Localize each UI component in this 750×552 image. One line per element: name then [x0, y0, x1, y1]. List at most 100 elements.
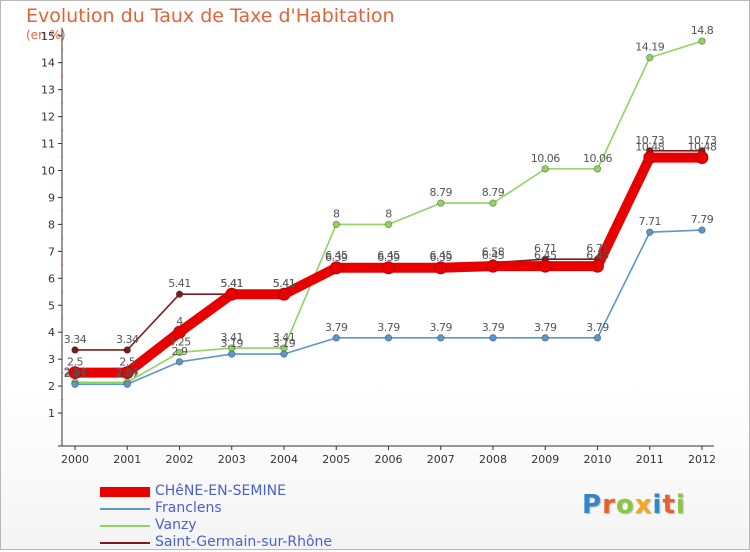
series-ch-ne-en-semine — [68, 151, 709, 380]
y-tick-label: 11 — [41, 138, 55, 151]
data-point — [382, 261, 395, 275]
data-label: 10.73 — [635, 134, 664, 147]
data-label: 3.41 — [273, 331, 296, 344]
x-tick-label: 2010 — [584, 453, 612, 466]
y-tick-label: 2 — [48, 380, 55, 393]
y-minor-tick — [61, 102, 63, 105]
data-point — [332, 220, 340, 229]
x-tick-label: 2003 — [218, 453, 246, 466]
legend-label: Vanzy — [155, 517, 197, 533]
y-minor-tick — [61, 156, 63, 158]
y-tick-label: 13 — [41, 84, 55, 97]
x-tick-label: 2007 — [427, 453, 455, 466]
data-label: 3.25 — [168, 335, 191, 348]
data-label: 8.79 — [482, 186, 505, 199]
x-tick-label: 2000 — [61, 453, 89, 466]
series-vanzy — [71, 37, 706, 387]
data-point — [175, 348, 184, 357]
logo-letter: i — [652, 490, 663, 520]
legend-label: Franclens — [155, 500, 222, 516]
data-label: 6.45 — [482, 249, 505, 262]
y-minor-tick — [61, 317, 63, 320]
data-label: 10.73 — [688, 134, 717, 147]
data-label: 6.39 — [430, 251, 453, 264]
legend-swatch — [100, 508, 150, 510]
data-point — [384, 334, 393, 342]
y-tick-label: 9 — [48, 191, 55, 204]
legend-label: Saint-Germain-sur-Rhône — [155, 534, 333, 550]
data-label: 3.79 — [482, 321, 505, 334]
data-label: 3.79 — [586, 321, 609, 334]
y-tick-label: 6 — [48, 272, 55, 285]
data-label: 6.45 — [586, 249, 609, 262]
data-label: 8.79 — [430, 186, 453, 199]
x-tick-label: 2009 — [531, 453, 559, 466]
data-label: 7.79 — [691, 213, 714, 226]
data-point — [173, 325, 186, 339]
data-point — [434, 261, 448, 275]
data-label: 6.39 — [325, 251, 348, 264]
data-point — [277, 287, 291, 301]
x-tick-label: 2004 — [270, 453, 298, 466]
y-minor-tick — [61, 183, 63, 185]
y-minor-tick — [61, 344, 63, 347]
data-point — [71, 346, 79, 354]
data-point — [643, 151, 657, 164]
logo-letter: P — [582, 490, 603, 520]
data-point — [175, 290, 184, 298]
y-minor-tick — [61, 236, 63, 239]
data-label: 6.58 — [482, 246, 505, 259]
series-franclens — [71, 226, 706, 388]
data-point — [280, 350, 288, 358]
y-tick-label: 3 — [48, 353, 55, 366]
data-label: 2.9 — [172, 345, 188, 358]
data-label: 3.19 — [221, 337, 244, 350]
data-label: 3.79 — [325, 321, 348, 334]
y-tick-label: 4 — [48, 326, 55, 339]
data-point — [489, 199, 497, 207]
data-label: 8 — [333, 207, 340, 220]
data-label: 3.41 — [221, 331, 244, 344]
data-label: 3.79 — [534, 321, 557, 334]
data-label: 2.14 — [64, 365, 87, 378]
data-point — [486, 259, 500, 273]
y-tick-label: 10 — [41, 165, 55, 178]
data-label: 5.41 — [221, 277, 244, 290]
logo-letter: o — [615, 490, 635, 520]
data-point — [646, 53, 654, 62]
data-label: 14.8 — [691, 24, 714, 37]
y-minor-tick — [61, 398, 63, 401]
data-point — [489, 334, 497, 342]
proxiti-logo: Proxiti — [582, 490, 686, 520]
x-tick-label: 2005 — [322, 453, 350, 466]
data-label: 2.5 — [67, 356, 83, 369]
data-label: 6.45 — [534, 249, 557, 262]
legend-swatch — [100, 525, 150, 527]
logo-letter: x — [634, 490, 653, 520]
y-tick-label: 1 — [48, 407, 55, 420]
data-point — [698, 37, 706, 45]
data-label: 10.06 — [531, 152, 560, 165]
y-tick-label: 5 — [48, 299, 55, 312]
data-label: 10.06 — [583, 152, 612, 165]
data-point — [541, 165, 549, 173]
data-label: 8 — [385, 207, 392, 220]
data-point — [695, 151, 709, 164]
y-minor-tick — [61, 290, 63, 293]
data-label: 2.14 — [116, 365, 139, 378]
y-minor-tick — [61, 263, 63, 266]
data-label: 6.71 — [586, 242, 609, 255]
legend-label: CHêNE-EN-SEMINE — [155, 483, 286, 499]
data-point — [646, 228, 654, 236]
data-label: 3.19 — [273, 337, 296, 350]
y-unit-label: (en %) — [26, 28, 66, 42]
x-tick-label: 2001 — [113, 453, 141, 466]
data-point — [591, 259, 604, 273]
legend-swatch — [100, 542, 150, 544]
data-point — [698, 226, 706, 234]
logo-letter: t — [662, 490, 676, 520]
data-label: 3.79 — [377, 321, 400, 334]
data-label: 5.41 — [273, 277, 296, 290]
logo-letter: i — [675, 490, 686, 520]
